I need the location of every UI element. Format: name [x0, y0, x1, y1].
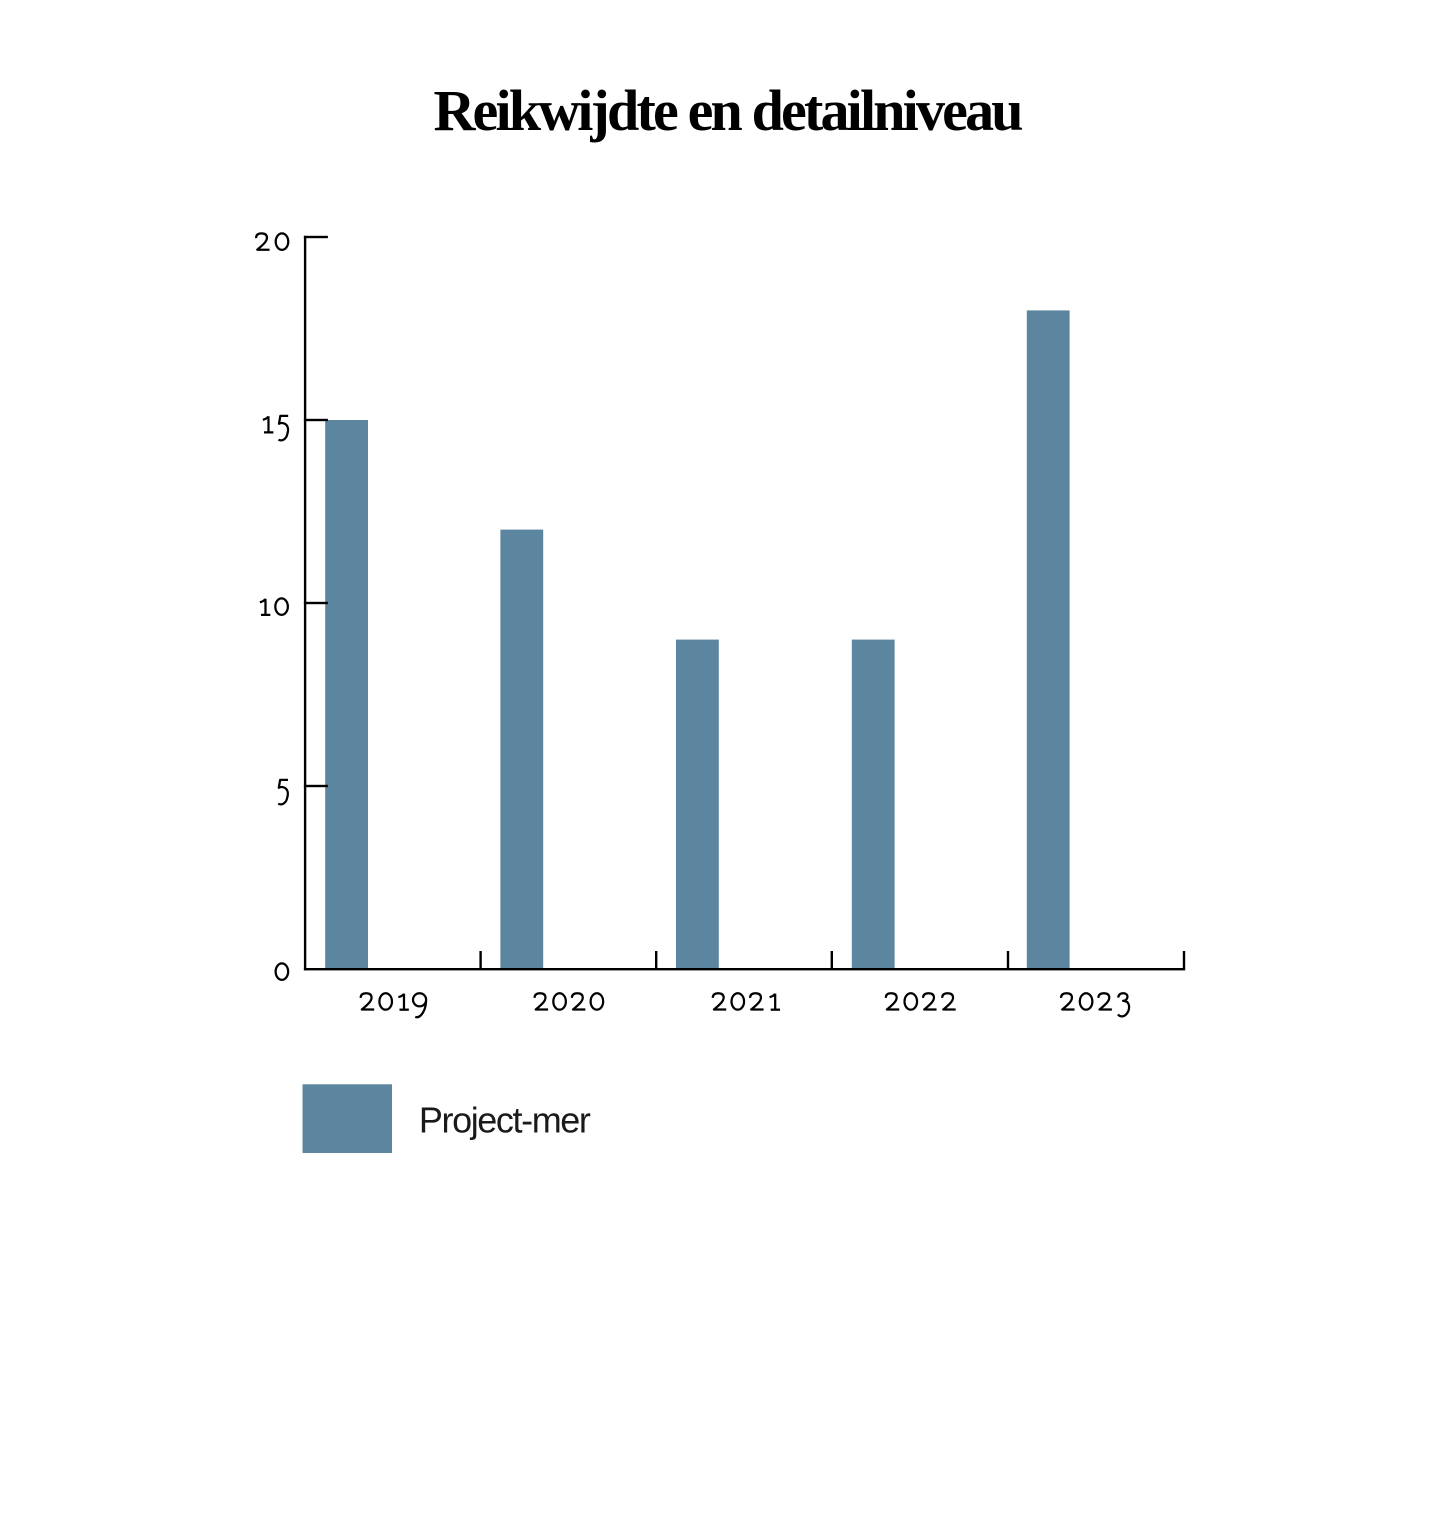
svg-text:Project-mer: Project-mer	[419, 1100, 591, 1141]
svg-text:Reikwijdte en detailniveau: Reikwijdte en detailniveau	[433, 78, 1022, 143]
